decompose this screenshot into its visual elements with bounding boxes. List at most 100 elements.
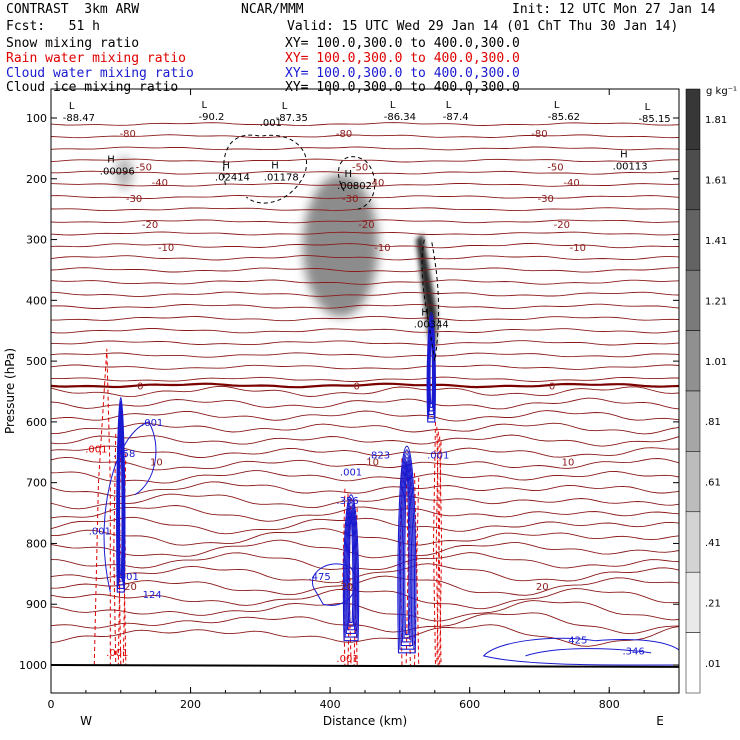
extremum-mark: L (446, 100, 452, 111)
isotherm-label: -10 (374, 243, 390, 254)
colorbar-segment (685, 571, 701, 633)
isotherm-line (51, 195, 679, 199)
isotherm-label: -50 (352, 163, 368, 174)
extremum-value: .00096 (100, 166, 135, 177)
extremum-mark: H (421, 308, 429, 319)
isotherm-line (51, 539, 679, 559)
cloud-water-label: 124 (143, 590, 162, 601)
isotherm-label: 20 (340, 582, 353, 593)
isotherm-zero (51, 382, 679, 389)
cloud-water-contour (103, 421, 157, 593)
isotherm-label: 10 (150, 457, 163, 468)
colorbar-segment (685, 390, 701, 452)
extremum-mark: H (107, 154, 115, 165)
rain-contour (438, 441, 442, 666)
isotherm-label: -20 (358, 220, 374, 231)
isotherm-line (51, 528, 679, 546)
isotherm-label: -50 (136, 163, 152, 174)
cloud-water-label: 425 (568, 636, 587, 647)
extremum-value: .00113 (613, 162, 648, 173)
cloud-water-contour (429, 330, 434, 405)
isotherm-label: 0 (137, 381, 143, 392)
contour-labels: -80 -80 -80-50 -50 -50-40 -40 -40-30 -30 -30-20-… (63, 100, 671, 665)
extremum-value: .01178 (264, 173, 299, 184)
x-tick-label: 600 (459, 698, 480, 711)
isotherm-line (51, 397, 679, 410)
y-tick-label: 300 (26, 234, 47, 247)
isotherm-label: 20 (124, 582, 137, 593)
colorbar-label: .61 (705, 478, 721, 489)
isotherm-line (51, 122, 679, 127)
isotherm-line (51, 315, 679, 322)
x-right-end-label: E (656, 714, 664, 728)
isotherm-line (51, 219, 679, 224)
cloud-water-contour (404, 463, 410, 636)
cloud-water-label: .001 (340, 467, 362, 478)
colorbar-label: 1.01 (705, 357, 727, 368)
extremum-value: -86.34 (384, 112, 416, 123)
colorbar-label: 1.41 (705, 236, 727, 247)
isotherm-label: 20 (536, 582, 549, 593)
forecast-hour: Fcst: 51 h (6, 19, 100, 34)
isotherm-line (51, 481, 679, 498)
extremum-value: -90.2 (199, 112, 225, 123)
colorbar-segment (685, 209, 701, 271)
y-axis-title: Pressure (hPa) (3, 348, 17, 434)
rain-contour (416, 477, 420, 666)
isotherm-label: -40 (368, 178, 384, 189)
isotherm-label: -30 (342, 194, 358, 205)
field-xy-cloud-water: XY= 100.0,300.0 to 400.0,300.0 (285, 66, 520, 81)
y-tick-label: 900 (26, 598, 47, 611)
y-tick-label: 200 (26, 173, 47, 186)
y-tick-label: 1000 (19, 659, 47, 672)
isotherm-label: 10 (562, 457, 575, 468)
cloud-water-label: .001 (89, 526, 111, 537)
cloud-water-contour (345, 501, 357, 634)
y-tick-label: 800 (26, 537, 47, 550)
isotherm-label: -30 (126, 194, 142, 205)
isotherm-line (51, 376, 679, 382)
x-tick-label: 800 (599, 698, 620, 711)
x-tick-label: 400 (320, 698, 341, 711)
rain-contour (432, 421, 436, 666)
cloud-water-contour (348, 512, 354, 624)
cloud-water-contour (344, 497, 359, 638)
cloud-water-label: .001 (141, 418, 163, 429)
isotherm-line (51, 422, 679, 435)
isotherm-line (51, 328, 679, 334)
isotherm-label: -20 (554, 220, 570, 231)
extremum-mark: L (201, 100, 207, 111)
model-title: CONTRAST 3km ARW (6, 2, 140, 17)
cloud-water-contour (312, 563, 357, 606)
extremum-value: -85.15 (638, 114, 670, 125)
colorbar-label: 1.61 (705, 176, 727, 187)
isotherm-line (51, 231, 679, 236)
isotherm-line (51, 600, 679, 622)
field-name-cloud-ice: Cloud ice mixing ratio (6, 80, 179, 95)
cloud-water-contour (428, 326, 434, 408)
org-title: NCAR/MMM (241, 2, 304, 17)
cloud-water-contour (525, 648, 652, 657)
extremum-mark: H (271, 161, 279, 172)
cloud-water-label: .346 (623, 647, 645, 658)
isotherm-line (51, 146, 679, 151)
isotherm-line (51, 170, 679, 175)
isotherm-label: -80 (531, 129, 547, 140)
extremum-mark: L (282, 101, 288, 112)
isotherm-line (51, 410, 679, 422)
rain-contour (435, 431, 439, 666)
isotherm-line (51, 434, 679, 447)
cloud-water-contour (397, 445, 417, 654)
isotherm-line (51, 456, 679, 471)
isotherm-label: -80 (336, 129, 352, 140)
isotherm-line (51, 493, 679, 510)
isotherm-line (51, 364, 679, 370)
rain-contour (347, 493, 351, 666)
isotherm-line (51, 470, 679, 484)
cloud-water-contour (118, 415, 123, 575)
cloud-water-contour (347, 508, 355, 627)
isotherm-line (51, 303, 679, 310)
ground-line (50, 664, 680, 668)
isotherm-line (51, 575, 679, 596)
